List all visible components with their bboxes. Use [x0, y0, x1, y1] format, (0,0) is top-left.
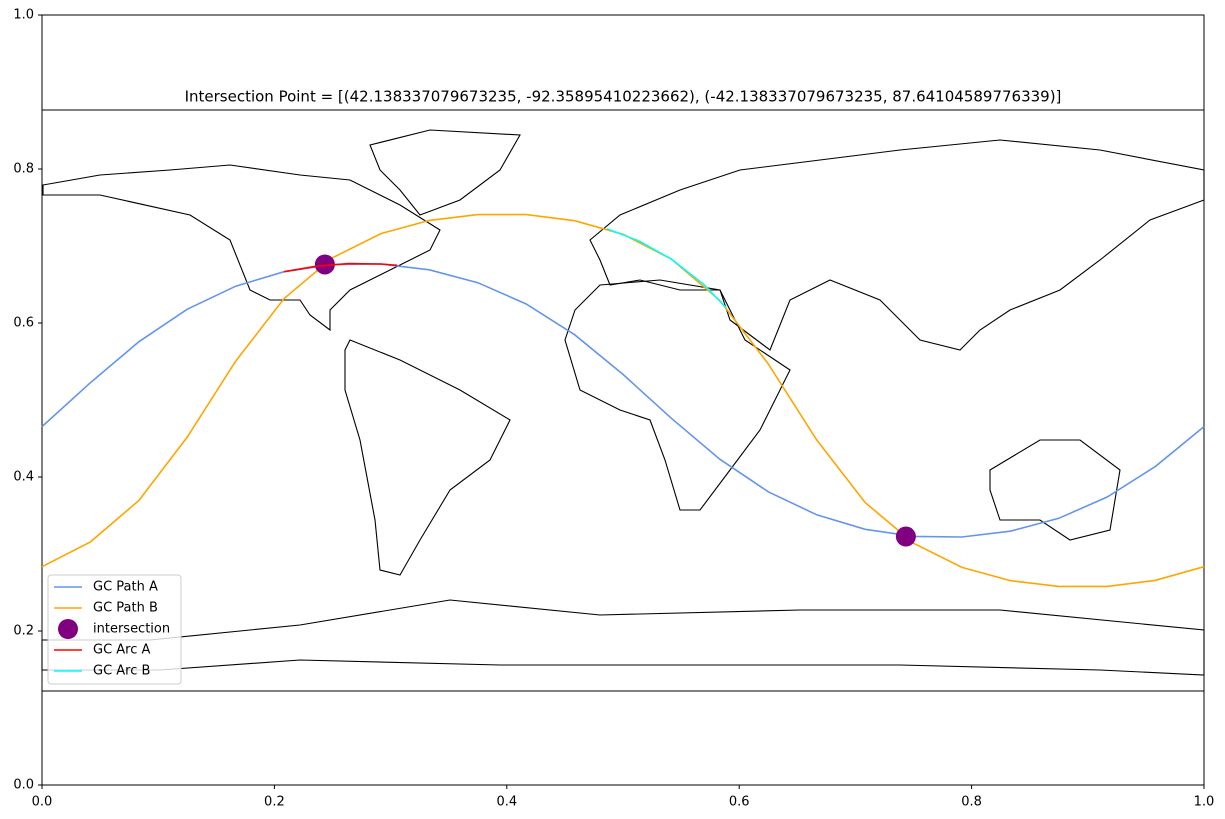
legend-label: GC Arc A: [93, 643, 151, 658]
south-america: [344, 339, 511, 576]
greenland: [369, 129, 521, 216]
africa: [564, 279, 791, 511]
coastlines: [41, 129, 1205, 676]
y-tick-label: 0.4: [13, 470, 34, 485]
gc-line: [283, 262, 398, 273]
outer-frame: [41, 14, 1205, 786]
x-tick-label: 0.6: [729, 795, 750, 810]
y-tick-label: 0.0: [13, 778, 34, 793]
legend-box: [47, 574, 182, 685]
x-tick-label: 0.8: [961, 795, 982, 810]
legend-label: GC Arc B: [93, 664, 150, 679]
x-tick-label: 0.0: [32, 795, 53, 810]
intersection-point: [314, 254, 335, 275]
legend-label: GC Path A: [93, 580, 158, 595]
x-tick-label: 0.2: [264, 795, 285, 810]
y-tick-label: 0.6: [13, 316, 34, 331]
antarctica: [41, 599, 1205, 676]
map-title: Intersection Point = [(42.13833707967323…: [185, 88, 1062, 106]
australia: [989, 439, 1121, 541]
legend-label: GC Path B: [93, 601, 158, 616]
intersection-point: [895, 526, 916, 547]
north-america: [42, 164, 441, 332]
legend-label: intersection: [93, 622, 170, 637]
legend-marker: [58, 619, 78, 639]
map-frame: [41, 109, 1205, 692]
gc-line: [41, 263, 1205, 538]
x-tick-label: 0.4: [496, 795, 517, 810]
x-tick-label: 1.0: [1194, 795, 1215, 810]
gc-line: [41, 213, 1205, 588]
y-tick-label: 1.0: [13, 8, 34, 23]
eurasia: [589, 139, 1205, 351]
y-tick-label: 0.8: [13, 162, 34, 177]
gc-line: [606, 228, 727, 309]
y-tick-label: 0.2: [13, 624, 34, 639]
